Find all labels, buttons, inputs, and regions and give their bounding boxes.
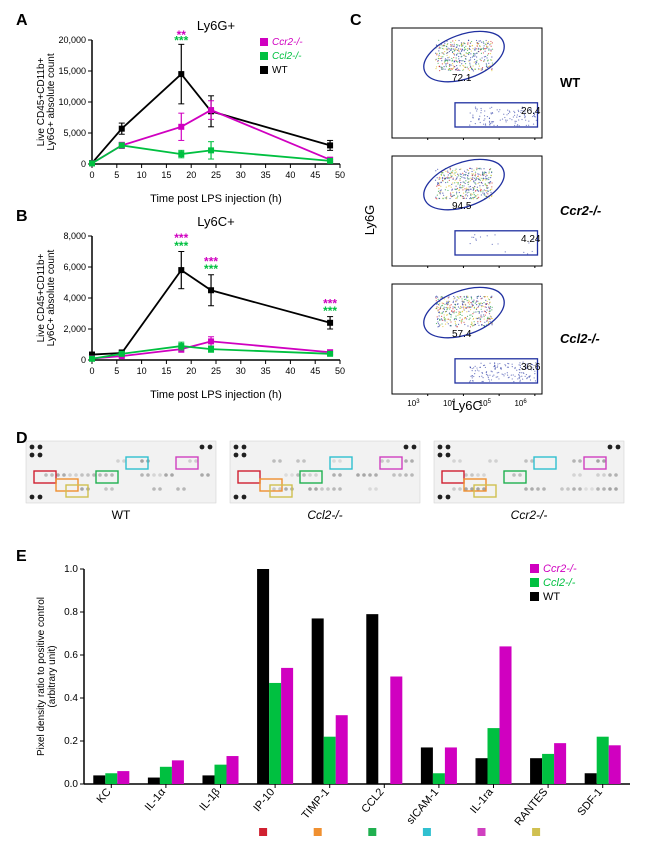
svg-text:CCL2: CCL2 — [359, 786, 386, 815]
svg-text:103: 103 — [407, 399, 420, 408]
svg-text:10: 10 — [137, 170, 147, 180]
svg-text:0.6: 0.6 — [64, 650, 78, 661]
svg-text:45: 45 — [310, 366, 320, 376]
svg-text:IL-1β: IL-1β — [197, 786, 222, 813]
chart-d: WT Ccl2-/- Ccr2-/- — [20, 435, 640, 545]
svg-text:0: 0 — [89, 170, 94, 180]
svg-text:Pixel density ratio to positiv: Pixel density ratio to positive control — [36, 597, 47, 756]
panel-label-a: A — [16, 12, 28, 30]
svg-text:10,000: 10,000 — [58, 97, 86, 107]
svg-text:WT: WT — [272, 65, 288, 76]
svg-text:2,000: 2,000 — [63, 324, 86, 334]
svg-text:20,000: 20,000 — [58, 35, 86, 45]
chart-b: Ly6C+ 0 2,000 4,000 6,000 8,000 0 5 10 15 20 25 30 35… — [30, 212, 350, 402]
svg-text:WT: WT — [560, 75, 580, 90]
svg-text:0.4: 0.4 — [64, 693, 78, 704]
svg-text:Ccl2-/-: Ccl2-/- — [307, 508, 342, 522]
svg-text:sICAM-1: sICAM-1 — [405, 786, 442, 826]
svg-text:(arbitrary unit): (arbitrary unit) — [47, 645, 58, 707]
svg-text:5,000: 5,000 — [63, 128, 86, 138]
svg-text:5: 5 — [114, 170, 119, 180]
svg-text:8,000: 8,000 — [63, 231, 86, 241]
svg-text:57.4: 57.4 — [452, 329, 472, 340]
svg-text:Time post LPS injection (h): Time post LPS injection (h) — [150, 193, 282, 205]
svg-text:20: 20 — [186, 170, 196, 180]
svg-text:26.4: 26.4 — [521, 106, 541, 117]
svg-text:Ccr2-/-: Ccr2-/- — [511, 508, 548, 522]
svg-text:IL-1α: IL-1α — [143, 786, 169, 814]
svg-text:0: 0 — [81, 159, 86, 169]
svg-text:IP-10: IP-10 — [251, 786, 277, 814]
svg-text:Ly6C+: Ly6C+ — [197, 214, 234, 229]
svg-text:WT: WT — [543, 591, 560, 603]
svg-text:Ly6G+: Ly6G+ — [197, 18, 235, 33]
svg-text:Ly6C+ absolute count: Ly6C+ absolute count — [46, 249, 57, 346]
chart-a: Ly6G+ 0 5,000 10,000 15,000 20,000 0 5 10 15 20 25 3… — [30, 16, 350, 206]
svg-text:35: 35 — [261, 366, 271, 376]
svg-text:Ccr2-/-: Ccr2-/- — [560, 203, 601, 218]
svg-text:6,000: 6,000 — [63, 262, 86, 272]
svg-text:5: 5 — [114, 366, 119, 376]
svg-text:***: *** — [323, 304, 337, 318]
svg-text:0.8: 0.8 — [64, 607, 78, 618]
svg-text:WT: WT — [112, 508, 131, 522]
svg-text:SDF-1: SDF-1 — [575, 786, 605, 818]
svg-text:106: 106 — [514, 399, 527, 408]
svg-text:30: 30 — [236, 366, 246, 376]
svg-text:0.2: 0.2 — [64, 736, 78, 747]
svg-text:0: 0 — [81, 355, 86, 365]
svg-text:15: 15 — [161, 366, 171, 376]
svg-text:25: 25 — [211, 170, 221, 180]
svg-text:Ccr2-/-: Ccr2-/- — [272, 37, 303, 48]
svg-text:25: 25 — [211, 366, 221, 376]
svg-text:Ccl2-/-: Ccl2-/- — [272, 51, 302, 62]
svg-text:72.1: 72.1 — [452, 73, 472, 84]
svg-text:Ccl2-/-: Ccl2-/- — [560, 331, 600, 346]
svg-text:1.0: 1.0 — [64, 564, 78, 575]
svg-text:45: 45 — [310, 170, 320, 180]
svg-text:4.24: 4.24 — [521, 234, 541, 245]
svg-text:IL-1ra: IL-1ra — [468, 786, 496, 816]
chart-e: 0.0 0.2 0.4 0.6 0.8 1.0 KC IL-1α IL-1β IP-10 TIMP-… — [30, 555, 640, 850]
svg-text:15: 15 — [161, 170, 171, 180]
svg-text:20: 20 — [186, 366, 196, 376]
svg-text:RANTES: RANTES — [513, 786, 551, 828]
svg-text:***: *** — [204, 262, 218, 276]
svg-text:50: 50 — [335, 170, 345, 180]
svg-text:40: 40 — [285, 170, 295, 180]
svg-text:94.5: 94.5 — [452, 201, 472, 212]
svg-text:Time post LPS injection (h): Time post LPS injection (h) — [150, 389, 282, 401]
svg-text:15,000: 15,000 — [58, 66, 86, 76]
svg-text:Ccr2-/-: Ccr2-/- — [543, 563, 577, 575]
svg-text:Ccl2-/-: Ccl2-/- — [543, 577, 576, 589]
svg-text:KC: KC — [95, 786, 114, 805]
svg-text:36.6: 36.6 — [521, 362, 541, 373]
panel-label-e: E — [16, 548, 27, 566]
svg-text:Ly6C: Ly6C — [452, 398, 482, 413]
svg-text:30: 30 — [236, 170, 246, 180]
figure-root: A B C D E Ly6G+05,00010,00015,00020,0000… — [10, 10, 640, 854]
svg-text:10: 10 — [137, 366, 147, 376]
svg-text:35: 35 — [261, 170, 271, 180]
svg-text:TIMP-1: TIMP-1 — [300, 786, 332, 821]
svg-text:0.0: 0.0 — [64, 779, 78, 790]
panel-label-b: B — [16, 208, 28, 226]
chart-c: 72.1 26.4 WT 94.5 4.24 Ccr2-/- 57.4 36.6 Ccl2-/-… — [360, 20, 640, 420]
svg-text:4,000: 4,000 — [63, 293, 86, 303]
svg-text:40: 40 — [285, 366, 295, 376]
svg-text:Ly6G+ absolute count: Ly6G+ absolute count — [46, 53, 57, 150]
svg-text:***: *** — [174, 33, 188, 47]
svg-text:0: 0 — [89, 366, 94, 376]
svg-text:Ly6G: Ly6G — [362, 205, 377, 236]
svg-text:***: *** — [174, 239, 188, 253]
svg-text:50: 50 — [335, 366, 345, 376]
